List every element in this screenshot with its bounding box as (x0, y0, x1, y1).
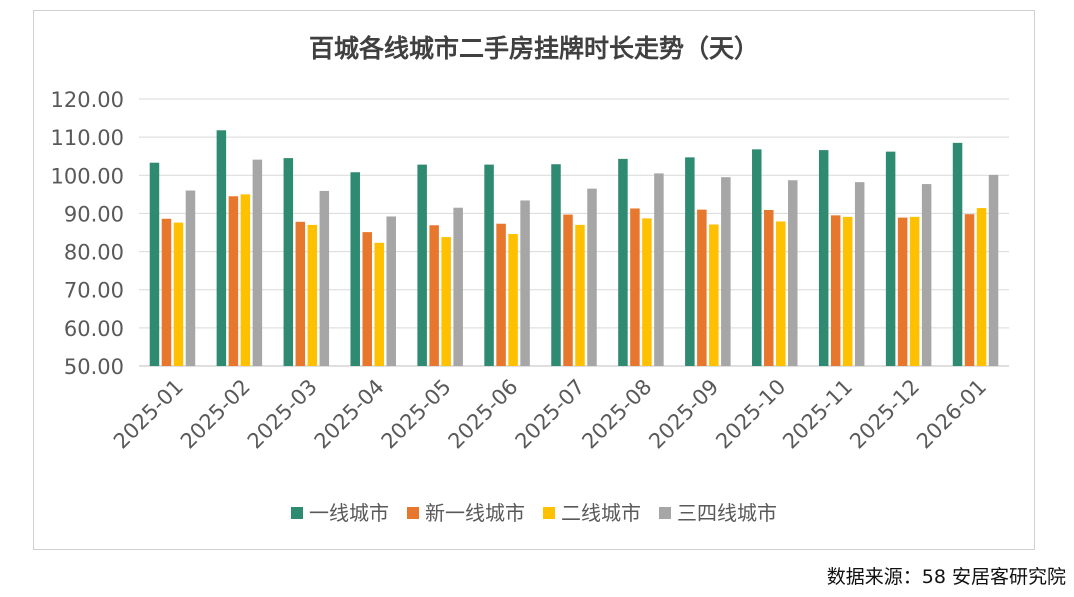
x-tick-label: 2025-09 (644, 375, 723, 454)
legend-label: 三四线城市 (677, 501, 777, 525)
bar (295, 221, 306, 366)
bar (885, 151, 896, 366)
bar (228, 196, 239, 366)
bar (842, 216, 853, 366)
bar (374, 242, 384, 366)
bar (429, 225, 439, 366)
bar (252, 159, 263, 366)
bar (283, 158, 294, 366)
bar (362, 232, 372, 366)
chart-svg: 百城各线城市二手房挂牌时长走势（天） 50.00 60.00 70.00 80.00 9… (51, 34, 1009, 525)
x-axis-ticks: 2025-012025-022025-032025-042025-052025-… (109, 375, 991, 454)
x-tick-label: 2026-01 (912, 375, 991, 454)
bar (563, 214, 573, 366)
x-tick-label: 2025-03 (243, 375, 322, 454)
bar (453, 207, 463, 366)
bar (618, 158, 628, 366)
bar (508, 234, 518, 366)
bar (654, 173, 664, 366)
bar (587, 188, 597, 366)
bar (897, 217, 908, 366)
bar (988, 174, 999, 366)
bar (830, 215, 841, 366)
bar (952, 142, 963, 366)
bar (520, 200, 530, 366)
bar (216, 130, 227, 366)
legend: 一线城市 新一线城市 二线城市 三四线城市 (291, 501, 777, 525)
chart-title: 百城各线城市二手房挂牌时长走势（天） (309, 34, 759, 63)
bar-layer (149, 130, 999, 366)
bar (551, 164, 561, 366)
bar (685, 157, 695, 366)
bar (642, 218, 652, 366)
bar (575, 224, 585, 366)
x-tick-label: 2025-08 (577, 375, 656, 454)
y-axis-ticks: 50.00 60.00 70.00 80.00 90.00 100.00 110.00 120… (51, 88, 124, 379)
source-note: 数据来源：58 安居客研究院 (826, 566, 1066, 588)
bar (752, 149, 762, 366)
x-tick-label: 2025-05 (377, 375, 456, 454)
bar (386, 216, 396, 366)
bar (240, 194, 251, 366)
y-tick-label: 80.00 (64, 241, 124, 265)
bar (319, 190, 330, 366)
x-tick-label: 2025-07 (511, 375, 590, 454)
bar (788, 180, 798, 366)
bar (921, 184, 932, 366)
bar (630, 208, 640, 366)
bar (185, 190, 196, 366)
bar (484, 164, 494, 366)
y-tick-label: 120.00 (51, 88, 124, 112)
legend-swatch (659, 507, 671, 519)
x-tick-label: 2025-01 (109, 375, 188, 454)
legend-label: 二线城市 (561, 501, 641, 525)
bar (976, 208, 987, 366)
bar (721, 177, 731, 366)
y-tick-label: 60.00 (64, 317, 124, 341)
bar (709, 224, 719, 366)
y-tick-label: 70.00 (64, 279, 124, 303)
bar (964, 214, 975, 366)
bar (697, 209, 707, 366)
bar (149, 162, 160, 366)
y-tick-label: 110.00 (51, 126, 124, 150)
bar (776, 221, 786, 366)
legend-swatch (543, 507, 555, 519)
y-tick-label: 90.00 (64, 202, 124, 226)
x-tick-label: 2025-10 (711, 375, 790, 454)
bar (854, 182, 865, 366)
x-tick-label: 2025-11 (778, 375, 857, 454)
grid-layer (139, 98, 1009, 367)
bar (307, 224, 318, 366)
chart-frame: 百城各线城市二手房挂牌时长走势（天） 50.00 60.00 70.00 80.00 9… (33, 10, 1035, 550)
legend-swatch (291, 507, 303, 519)
bar (441, 237, 451, 366)
y-tick-label: 50.00 (64, 355, 124, 379)
bar (764, 210, 774, 366)
bar (909, 216, 920, 366)
x-tick-label: 2025-06 (444, 375, 523, 454)
legend-label: 新一线城市 (425, 501, 525, 525)
bar (818, 150, 829, 366)
x-tick-label: 2025-02 (176, 375, 255, 454)
x-tick-label: 2025-04 (310, 375, 389, 454)
legend-swatch (407, 507, 419, 519)
bar (173, 222, 184, 366)
bar (350, 172, 360, 366)
x-tick-label: 2025-12 (845, 375, 924, 454)
bar (417, 164, 427, 366)
y-tick-label: 100.00 (51, 164, 124, 188)
bar (161, 218, 172, 366)
legend-label: 一线城市 (309, 501, 389, 525)
bar (496, 223, 506, 366)
